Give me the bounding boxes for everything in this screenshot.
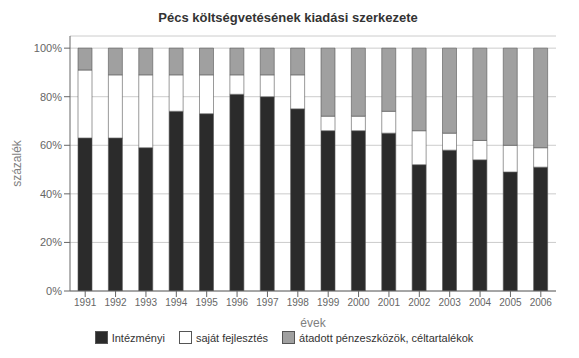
svg-text:1996: 1996 [226, 297, 249, 308]
svg-text:évek: évek [300, 316, 326, 330]
svg-text:2002: 2002 [408, 297, 431, 308]
svg-text:40%: 40% [40, 188, 62, 200]
svg-text:1994: 1994 [165, 297, 188, 308]
svg-text:100%: 100% [34, 42, 62, 54]
svg-text:százalék: százalék [10, 139, 24, 187]
svg-text:2000: 2000 [347, 297, 370, 308]
svg-text:2005: 2005 [499, 297, 522, 308]
svg-text:1993: 1993 [135, 297, 158, 308]
html-text:átadott pénzeszközök, céltarta: átadott pénzeszközök, céltartalékok [299, 331, 474, 344]
svg-text:2001: 2001 [378, 297, 401, 308]
svg-text:1998: 1998 [287, 297, 310, 308]
svg-text:1991: 1991 [74, 297, 97, 308]
svg-text:2006: 2006 [530, 297, 553, 308]
svg-text:80%: 80% [40, 91, 62, 103]
svg-text:1997: 1997 [256, 297, 279, 308]
svg-text:0%: 0% [46, 285, 62, 297]
svg-text:2004: 2004 [469, 297, 492, 308]
svg-text:1999: 1999 [317, 297, 340, 308]
html-text:Intézményi: Intézményi [111, 331, 165, 344]
html-text:saját fejlesztés: saját fejlesztés [195, 331, 268, 344]
html-text:Pécs költségvetésének kiadási: Pécs költségvetésének kiadási szerkezete [158, 10, 418, 25]
svg-text:60%: 60% [40, 139, 62, 151]
svg-text:1992: 1992 [104, 297, 127, 308]
svg-text:2003: 2003 [439, 297, 462, 308]
svg-text:20%: 20% [40, 236, 62, 248]
svg-text:1995: 1995 [196, 297, 219, 308]
